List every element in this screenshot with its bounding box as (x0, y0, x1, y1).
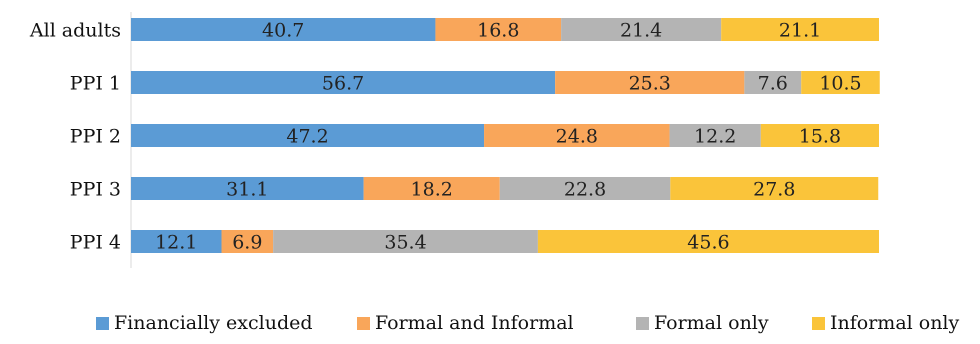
bar-segment (131, 71, 556, 94)
data-label: 47.2 (286, 126, 328, 148)
bar-segment (363, 177, 500, 200)
data-label: 21.1 (779, 20, 821, 42)
bar-segment (744, 71, 802, 94)
bar-segment (499, 177, 671, 200)
bar-segment (435, 18, 562, 41)
data-label: 18.2 (411, 179, 453, 201)
legend-swatch (636, 316, 649, 330)
legend-swatch (96, 316, 109, 330)
bar-segment (484, 124, 670, 147)
bar-segment (669, 124, 761, 147)
data-label: 12.2 (694, 126, 736, 148)
data-label: 22.8 (564, 179, 606, 201)
bar-segment (131, 18, 436, 41)
bar-segment (537, 230, 879, 253)
legend-label: Formal only (654, 312, 769, 334)
data-label: 27.8 (753, 179, 795, 201)
data-label: 6.9 (232, 232, 262, 254)
bar-segment (131, 230, 222, 253)
legend-item: Informal only (812, 312, 959, 334)
data-label: 21.4 (620, 20, 662, 42)
data-label: 7.6 (758, 73, 788, 95)
legend-item: Financially excluded (96, 312, 313, 334)
bar-segment (131, 177, 364, 200)
data-label: 10.5 (819, 73, 861, 95)
category-labels: All adults PPI 1 PPI 2 PPI 3 PPI 4 (29, 20, 121, 254)
stacked-bar-chart: All adults PPI 1 PPI 2 PPI 3 PPI 4 40.7 16.8 2… (29, 12, 880, 268)
category-label: PPI 1 (70, 73, 121, 95)
bar-segment (131, 124, 485, 147)
data-label: 12.1 (155, 232, 197, 254)
data-label: 15.8 (799, 126, 841, 148)
legend-label: Financially excluded (114, 312, 313, 334)
bar-segment (561, 18, 722, 41)
data-label: 16.8 (477, 20, 519, 42)
bar-segment (760, 124, 879, 147)
category-label: PPI 3 (70, 179, 121, 201)
bar-segment (721, 18, 879, 41)
bar-segment (801, 71, 880, 94)
category-label: PPI 2 (70, 126, 121, 148)
legend-swatch (812, 316, 825, 330)
legend-item: Formal only (636, 312, 769, 334)
bar-segment (555, 71, 745, 94)
category-label: PPI 4 (70, 232, 121, 254)
data-label: 31.1 (226, 179, 268, 201)
bar-segment (273, 230, 538, 253)
legend-swatch (357, 316, 370, 330)
data-label: 24.8 (556, 126, 598, 148)
bar-segment (221, 230, 274, 253)
legend-label: Informal only (830, 312, 960, 334)
value-labels: 40.7 16.8 21.4 21.1 56.7 25.3 7.6 10.5 47.2 24.8 1… (155, 20, 862, 254)
data-label: 56.7 (322, 73, 364, 95)
data-label: 25.3 (629, 73, 671, 95)
legend: Financially excluded Formal and Informal F… (0, 312, 980, 344)
legend-label: Formal and Informal (375, 312, 574, 334)
bar-segment (670, 177, 879, 200)
legend-item: Formal and Informal (357, 312, 574, 334)
data-label: 40.7 (262, 20, 304, 42)
data-label: 45.6 (687, 232, 729, 254)
bars (131, 18, 880, 253)
data-label: 35.4 (384, 232, 426, 254)
category-label: All adults (29, 20, 121, 42)
